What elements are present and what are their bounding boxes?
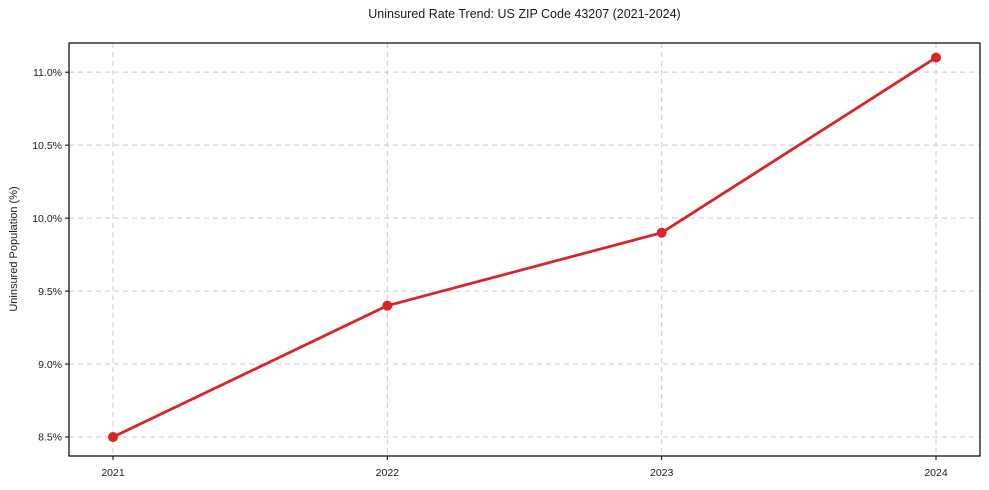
y-tick-label: 11.0%	[33, 67, 62, 79]
data-point-2024	[931, 52, 941, 63]
y-tick-label: 9.0%	[38, 359, 62, 371]
data-point-2023	[656, 227, 667, 238]
x-tick-label: 2024	[924, 467, 948, 479]
x-tick-label: 2021	[101, 467, 125, 479]
chart-title: Uninsured Rate Trend: US ZIP Code 43207 …	[368, 7, 681, 21]
plot-border	[68, 42, 981, 457]
x-tick-label: 2022	[376, 467, 400, 479]
y-tick-label: 10.5%	[32, 140, 62, 152]
x-tick-label: 2023	[650, 467, 674, 479]
data-point-2022	[382, 300, 393, 311]
trend-line	[111, 56, 938, 439]
data-point-2021	[108, 432, 118, 443]
y-tick-label: 9.5%	[38, 286, 62, 298]
y-axis-label: Uninsured Population (%)	[8, 186, 20, 312]
y-tick-label: 8.5%	[38, 432, 62, 444]
y-tick-label: 10.0%	[32, 213, 62, 225]
